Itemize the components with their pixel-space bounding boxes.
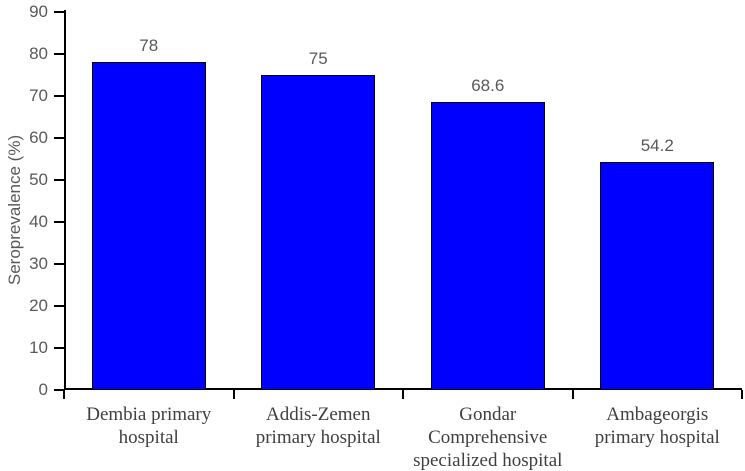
y-axis-tick	[54, 179, 64, 181]
y-axis-tick	[54, 11, 64, 13]
x-axis-tick	[571, 390, 574, 399]
bar-value-label: 68.6	[471, 75, 505, 95]
y-axis-tick	[54, 95, 64, 97]
y-axis-tick	[54, 389, 64, 391]
y-axis-tick-label: 80	[29, 44, 48, 63]
x-axis-category-label: Ambageorgis primary hospital	[594, 404, 720, 448]
y-axis-tick	[54, 53, 64, 55]
bar	[430, 101, 545, 390]
bar	[91, 62, 206, 390]
y-axis-tick-label: 30	[29, 254, 48, 273]
y-axis-tick-label: 20	[29, 296, 48, 315]
y-axis-tick-label: 0	[38, 380, 48, 399]
bar-value-label: 54.2	[640, 136, 674, 156]
x-axis-tick	[402, 390, 404, 399]
y-axis-tick-label: 90	[29, 2, 48, 21]
bar-value-label: 78	[139, 36, 159, 56]
y-axis-tick	[54, 263, 64, 265]
y-axis-tick	[54, 305, 64, 307]
bar	[261, 75, 376, 390]
x-axis-tick	[63, 390, 65, 399]
x-axis-category-label: Addis-Zemen primary hospital	[255, 404, 381, 448]
y-axis-tick-label: 40	[29, 212, 48, 231]
x-axis-tick	[232, 390, 235, 399]
y-axis-tick-label: 70	[29, 86, 48, 105]
y-axis-tick-label: 10	[29, 338, 48, 357]
x-axis-tick	[741, 390, 743, 399]
y-axis-tick	[54, 137, 64, 139]
plot-area	[64, 10, 742, 390]
y-axis-tick-label: 50	[29, 170, 48, 189]
x-axis-category-label: Dembia primary hospital	[86, 404, 212, 448]
y-axis-tick	[54, 221, 64, 223]
bar	[600, 162, 715, 390]
y-axis-tick-label: 60	[29, 128, 48, 147]
bar-value-label: 75	[308, 49, 328, 68]
x-axis-category-label: Gondar Comprehensive specialized hospita…	[413, 404, 563, 471]
y-axis-tick	[54, 347, 64, 349]
